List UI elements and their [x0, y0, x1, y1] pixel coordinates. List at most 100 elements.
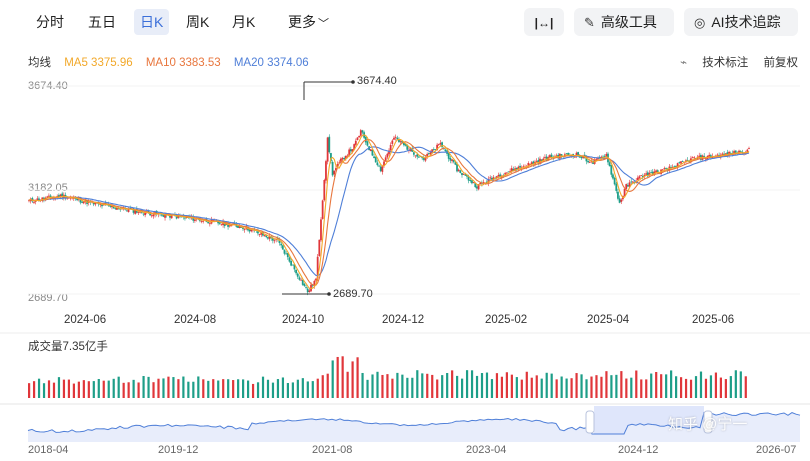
volume-bar: [92, 381, 95, 398]
candle-body: [291, 264, 294, 266]
candle-body: [383, 161, 385, 166]
candle-body: [361, 130, 364, 133]
volume-bar: [82, 380, 85, 398]
candle-body: [79, 197, 82, 203]
candle-body: [170, 214, 173, 219]
candle-body: [723, 153, 726, 155]
candle-body: [708, 154, 711, 157]
candle-body: [315, 278, 317, 281]
ma-label[interactable]: 均线: [28, 57, 51, 69]
candle-body: [573, 156, 576, 158]
fit-range-button[interactable]: |↔|: [524, 8, 564, 36]
candle-body: [396, 137, 399, 140]
candle-body: [341, 157, 344, 160]
candle-body: [306, 288, 309, 293]
volume-bar: [266, 379, 270, 398]
volume-bar: [212, 379, 215, 398]
volume-bar: [630, 377, 633, 398]
volume-bar: [261, 376, 265, 398]
candle-body: [617, 191, 619, 199]
candle-body: [112, 205, 115, 209]
candle-body: [738, 150, 740, 154]
tab-weekly-k[interactable]: 周K: [186, 14, 210, 30]
volume-bar: [52, 382, 56, 398]
volume-bar: [376, 371, 379, 398]
volume-bar: [122, 382, 125, 398]
candle-body: [379, 166, 382, 172]
candle-body: [394, 136, 397, 138]
volume-bar: [142, 376, 145, 398]
tab-intraday[interactable]: 分时: [36, 14, 64, 30]
candle-body: [542, 158, 545, 161]
candle-body: [487, 178, 490, 184]
tab-daily-k[interactable]: 日K: [134, 9, 170, 35]
adjust-link[interactable]: 前复权: [763, 57, 799, 69]
volume-bar: [689, 379, 693, 398]
candle-body: [489, 177, 492, 179]
candle-body: [693, 157, 696, 159]
volume-bar: [346, 371, 349, 398]
candle-body: [437, 144, 440, 146]
candle-body: [208, 223, 211, 225]
candle-body: [111, 205, 113, 208]
volume-bar: [271, 382, 275, 398]
candle-body: [354, 140, 357, 145]
low-price-label: 2689.70: [333, 288, 373, 300]
volume-bar: [331, 360, 334, 398]
volume-bar: [172, 377, 175, 398]
candle-body: [278, 239, 281, 244]
tab-more[interactable]: 更多 ﹀: [282, 9, 335, 35]
volume-bar: [207, 380, 210, 398]
candle-body: [522, 166, 525, 168]
advanced-tools-button[interactable]: ✎ 高级工具: [574, 8, 674, 36]
tab-monthly-k[interactable]: 月K: [232, 14, 256, 30]
nav-tick-2019-12: 2019-12: [158, 444, 199, 456]
candle-body: [447, 153, 450, 159]
candle-body: [678, 162, 681, 164]
candle-body: [127, 208, 130, 213]
volume-bar: [441, 375, 444, 398]
candle-body: [351, 149, 354, 153]
ai-tracking-button[interactable]: ◎ AI技术追踪: [684, 8, 798, 36]
ma5-line: [28, 134, 750, 289]
chart-toolbar: 分时 五日 日K 周K 月K 更多 ﹀ |↔| ✎ 高级工具 ◎ AI技术追踪: [0, 0, 810, 44]
volume-bar: [72, 383, 75, 398]
candle-body: [366, 141, 369, 146]
candle-body: [746, 149, 749, 153]
volume-bar: [650, 373, 653, 398]
volume-bar: [112, 378, 115, 398]
candle-body: [220, 224, 223, 226]
candle-body: [406, 145, 409, 150]
candle-body: [393, 137, 395, 140]
nav-tick-2026-07: 2026-07: [756, 444, 797, 456]
candle-body: [462, 174, 465, 175]
volume-bar: [296, 379, 299, 398]
candle-body: [630, 181, 633, 183]
volume-bar: [152, 382, 155, 398]
tech-mark-label: 技术标注: [702, 57, 749, 69]
volume-bar: [197, 376, 200, 398]
volume-bar: [356, 357, 359, 398]
tech-mark-link[interactable]: ⌁ 技术标注: [668, 57, 748, 69]
candle-body: [466, 174, 468, 177]
volume-bar: [675, 376, 678, 398]
candle-body: [266, 237, 269, 239]
candle-body: [273, 240, 276, 242]
volume-bar: [530, 377, 533, 398]
volume-bar: [451, 370, 454, 398]
volume-bar: [625, 378, 628, 398]
tab-more-label: 更多: [288, 14, 316, 30]
candle-body: [497, 174, 500, 177]
candle-body: [305, 286, 307, 288]
candle-body: [376, 162, 379, 166]
candle-body: [587, 161, 589, 163]
candle-body: [565, 153, 568, 155]
candle-body: [595, 158, 598, 160]
candle-body: [369, 149, 372, 152]
tab-five-day[interactable]: 五日: [88, 14, 116, 30]
candle-body: [49, 195, 52, 198]
volume-bar: [192, 381, 195, 398]
candle-body: [490, 177, 493, 180]
candle-body: [144, 212, 147, 216]
